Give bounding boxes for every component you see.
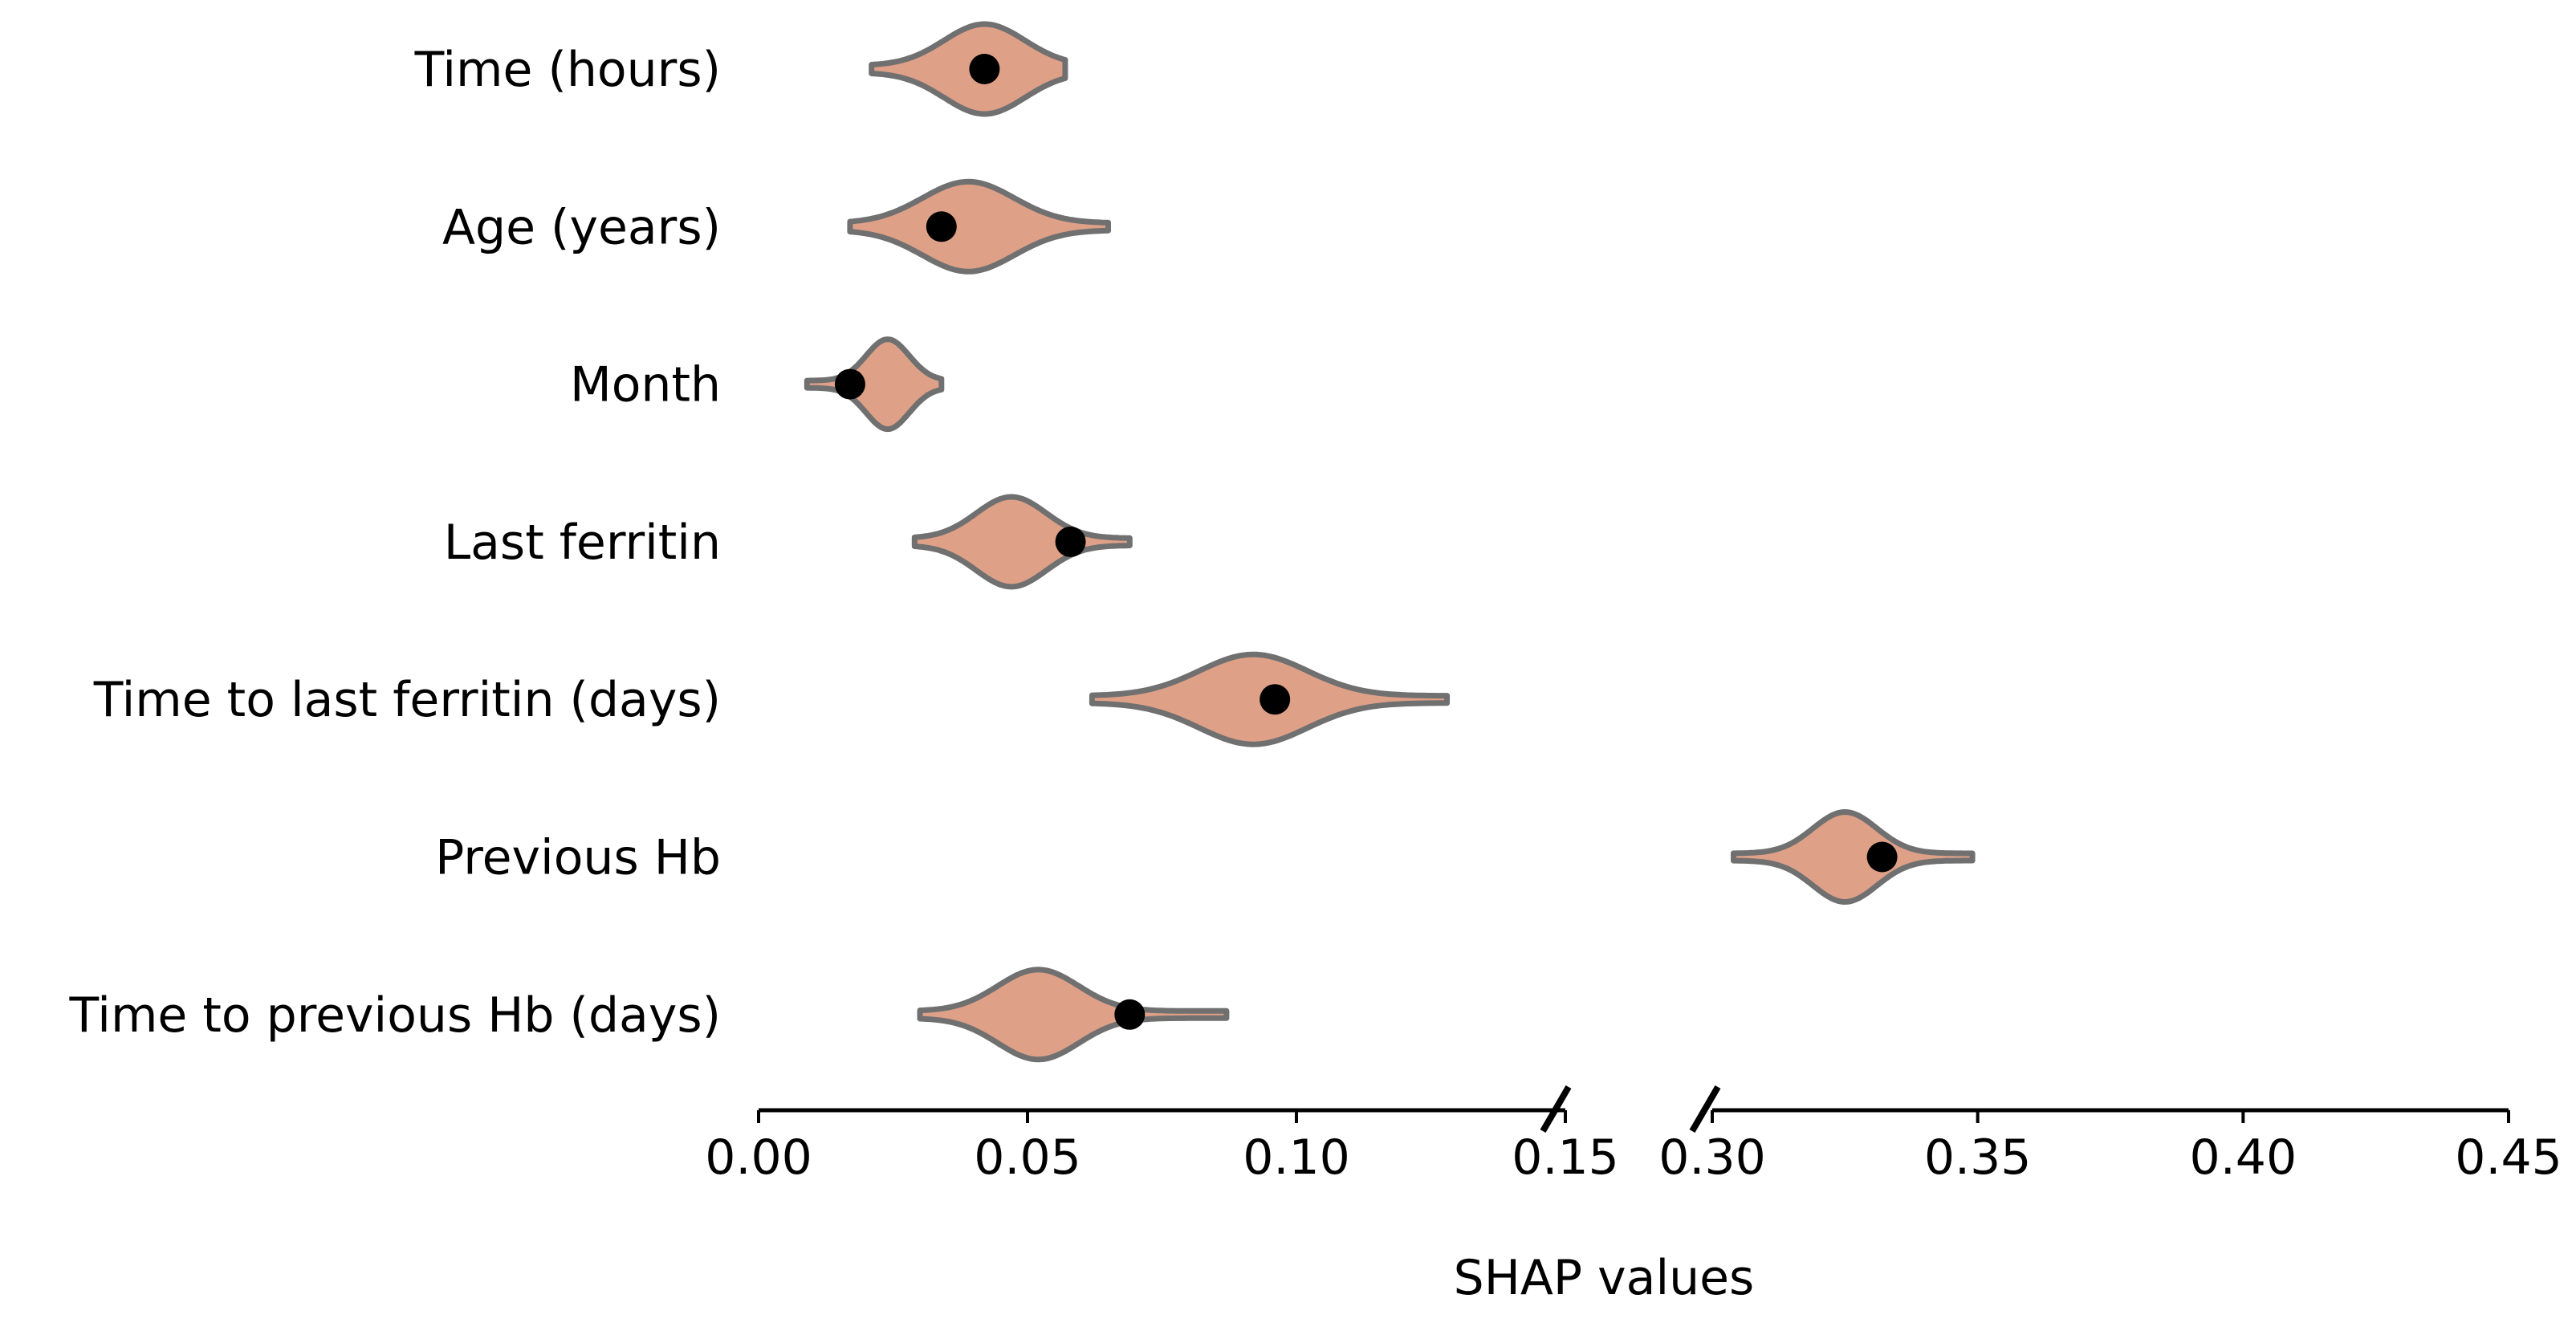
mean-point-4 — [1260, 684, 1291, 715]
mean-point-5 — [1866, 841, 1898, 873]
axis-break-mark-right — [1689, 1085, 1721, 1134]
mean-point-2 — [834, 368, 865, 400]
feature-label-0: Time (hours) — [414, 42, 721, 98]
feature-labels: Time (hours) Age (years) Month Last ferriti… — [68, 42, 721, 1044]
violin-6 — [917, 967, 1230, 1063]
feature-label-6: Time to previous Hb (days) — [68, 987, 721, 1044]
feature-label-4: Time to last ferritin (days) — [93, 672, 721, 728]
x-axis-title: SHAP values — [1454, 1250, 1755, 1306]
x-axis: 0.00 0.05 0.10 0.15 0.30 0.35 0.40 0.45 — [705, 1085, 2562, 1186]
mean-point-0 — [969, 54, 1000, 84]
tick-label-1-3: 0.45 — [2455, 1130, 2562, 1186]
tick-label-0-1: 0.05 — [974, 1130, 1081, 1186]
tick-label-0-3: 0.15 — [1512, 1130, 1619, 1186]
violin-2 — [804, 336, 945, 433]
feature-label-1: Age (years) — [442, 199, 721, 255]
mean-point-3 — [1055, 526, 1086, 557]
feature-label-2: Month — [570, 357, 721, 413]
feature-label-5: Previous Hb — [435, 830, 721, 886]
tick-label-0-0: 0.00 — [705, 1130, 812, 1186]
mean-point-6 — [1114, 999, 1146, 1030]
violin-1 — [847, 178, 1111, 275]
violin-0 — [869, 21, 1068, 117]
tick-label-1-2: 0.40 — [2190, 1130, 2297, 1186]
mean-point-1 — [926, 211, 957, 242]
violin-group — [804, 21, 1976, 1063]
feature-label-3: Last ferritin — [444, 515, 721, 571]
tick-label-0-2: 0.10 — [1243, 1130, 1350, 1186]
tick-label-1-1: 0.35 — [1924, 1130, 2032, 1186]
axis-break-mark-left — [1540, 1085, 1572, 1134]
violin-3 — [911, 494, 1133, 590]
violin-5 — [1731, 809, 1976, 905]
tick-label-1-0: 0.30 — [1658, 1130, 1766, 1186]
